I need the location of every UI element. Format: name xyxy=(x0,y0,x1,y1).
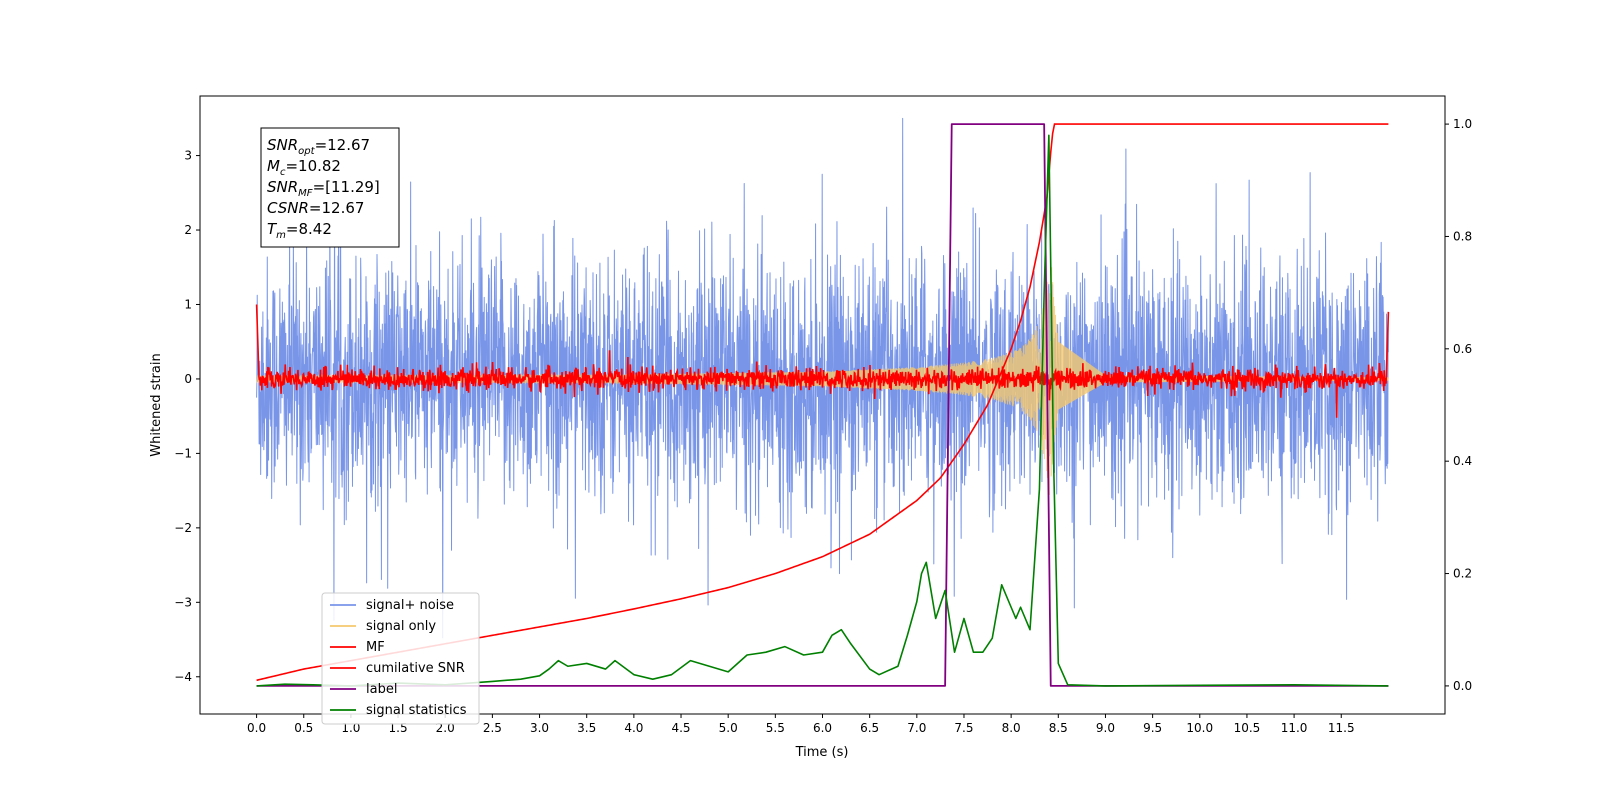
x-tick-label: 8.0 xyxy=(1002,721,1021,735)
x-tick-label: 6.0 xyxy=(813,721,832,735)
x-tick-label: 10.0 xyxy=(1186,721,1213,735)
y-tick-label: −3 xyxy=(174,595,192,609)
y-tick-label: 2 xyxy=(184,223,192,237)
y-axis-label: Whitened strain xyxy=(149,353,164,456)
annotation-subscript: opt xyxy=(298,146,315,157)
x-tick-label: 10.5 xyxy=(1234,721,1261,735)
series-signal-statistics xyxy=(256,134,1389,687)
x-axis-label: Time (s) xyxy=(795,745,849,760)
legend-entry: signal statistics xyxy=(366,703,467,718)
y-right-tick-label: 1.0 xyxy=(1453,117,1472,131)
x-tick-label: 0.0 xyxy=(247,721,266,735)
x-tick-label: 2.5 xyxy=(483,721,502,735)
annotation-value: =10.82 xyxy=(285,157,341,175)
legend-entry: signal+ noise xyxy=(366,598,454,613)
annotation-frame xyxy=(260,127,400,248)
y-right-tick-label: 0.6 xyxy=(1453,342,1472,356)
x-tick-label: 3.5 xyxy=(577,721,596,735)
annotation-line: Tm=8.42 xyxy=(267,220,332,241)
legend-frame xyxy=(321,592,480,725)
y-tick-label: −2 xyxy=(174,521,192,535)
annotation-line: CSNR=12.67 xyxy=(267,199,364,217)
y-right-tick-label: 0.2 xyxy=(1453,567,1472,581)
y-tick-label: 0 xyxy=(184,372,192,386)
x-tick-label: 9.0 xyxy=(1096,721,1115,735)
annotation-symbol: CSNR xyxy=(267,199,309,217)
y-tick-label: −1 xyxy=(174,446,192,460)
y-axis-left: 3 2 1 0 −1 −2 −3 −4 xyxy=(174,149,200,684)
series-mf xyxy=(255,304,1390,418)
y-right-tick-label: 0.4 xyxy=(1453,454,1472,468)
annotation-line: SNRMF=[11.29] xyxy=(267,178,380,199)
x-tick-label: 7.5 xyxy=(954,721,973,735)
legend-entry: cumilative SNR xyxy=(366,661,465,676)
x-tick-label: 5.5 xyxy=(766,721,785,735)
annotation-symbol: M xyxy=(267,157,280,175)
x-tick-label: 6.5 xyxy=(860,721,879,735)
y-right-tick-label: 0.0 xyxy=(1453,679,1472,693)
annotation-value: =12.67 xyxy=(309,199,365,217)
x-tick-label: 8.5 xyxy=(1049,721,1068,735)
x-tick-label: 9.5 xyxy=(1143,721,1162,735)
annotation-subscript: c xyxy=(280,167,286,178)
annotation-value: =12.67 xyxy=(315,136,371,154)
y-axis-right: 1.0 0.8 0.6 0.4 0.2 0.0 xyxy=(1445,117,1472,693)
annotation-symbol: T xyxy=(267,220,278,238)
x-tick-label: 11.0 xyxy=(1281,721,1308,735)
x-tick-label: 3.0 xyxy=(530,721,549,735)
annotation-line: SNRopt=12.67 xyxy=(267,136,370,157)
legend-entry: label xyxy=(366,682,397,697)
annotation-symbol: SNR xyxy=(267,136,298,154)
y-tick-label: 3 xyxy=(184,149,192,163)
annotation-line: Mc=10.82 xyxy=(267,157,341,178)
legend-entry: MF xyxy=(366,640,385,655)
y-right-tick-label: 0.8 xyxy=(1453,229,1472,243)
annotation-subscript: MF xyxy=(298,188,313,199)
annotation-value: =8.42 xyxy=(286,220,332,238)
annotation-subscript: m xyxy=(276,230,286,241)
x-tick-label: 11.5 xyxy=(1328,721,1355,735)
x-tick-label: 5.0 xyxy=(719,721,738,735)
y-tick-label: 1 xyxy=(184,297,192,311)
x-tick-label: 0.5 xyxy=(294,721,313,735)
x-tick-label: 7.0 xyxy=(907,721,926,735)
x-tick-label: 4.0 xyxy=(624,721,643,735)
annotation-value: =[11.29] xyxy=(313,178,380,196)
y-tick-label: −4 xyxy=(174,670,192,684)
legend-entry: signal only xyxy=(366,619,436,634)
annotation-symbol: SNR xyxy=(267,178,298,196)
annotation-box: SNRopt=12.67Mc=10.82SNRMF=[11.29]CSNR=12… xyxy=(260,127,400,248)
x-tick-label: 4.5 xyxy=(671,721,690,735)
legend: signal+ noise signal only MF cumilative SNR… xyxy=(321,592,480,725)
